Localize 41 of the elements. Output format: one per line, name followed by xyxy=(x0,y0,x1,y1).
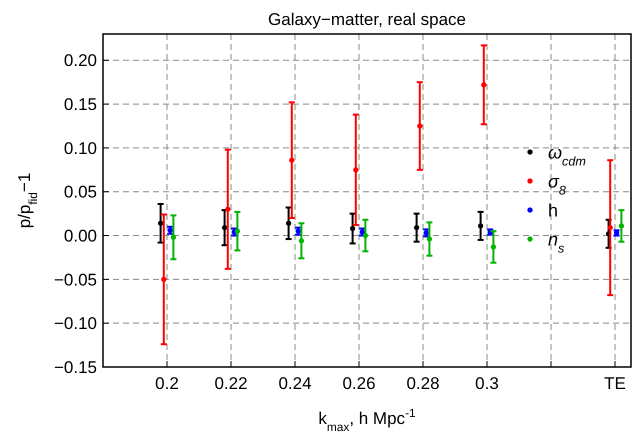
legend-label: σ$_{8}$ xyxy=(548,171,566,198)
point xyxy=(481,82,486,88)
legend-label: n$_{s}$ xyxy=(548,229,566,256)
point xyxy=(222,225,228,230)
x-tick-label: 0.3 xyxy=(475,374,499,393)
y-tick-label: −0.05 xyxy=(54,270,97,290)
point xyxy=(350,226,356,232)
legend-label: h xyxy=(548,200,558,220)
point xyxy=(414,225,420,230)
y-tick-label: −0.15 xyxy=(54,358,97,377)
point xyxy=(286,220,292,226)
x-tick-label: 0.2 xyxy=(155,374,179,393)
point xyxy=(417,123,422,129)
point xyxy=(362,232,368,238)
x-tick-label: 0.26 xyxy=(342,374,376,393)
x-tick-label: 0.28 xyxy=(406,374,440,393)
point xyxy=(225,206,230,212)
point xyxy=(170,234,176,240)
x-axis-title: k$_{max}$, h Mpc$^{-1}$ xyxy=(318,406,416,434)
x-tick-label: TE xyxy=(604,374,626,393)
y-tick-label: 0.15 xyxy=(64,95,97,114)
point xyxy=(490,244,496,250)
point xyxy=(353,167,358,172)
legend-label: ω$_{cdm}$ xyxy=(548,142,586,168)
chart-title: Galaxy−matter, real space xyxy=(268,10,466,29)
y-tick-label: 0.00 xyxy=(64,226,97,246)
point xyxy=(289,158,294,163)
point xyxy=(608,225,613,230)
point xyxy=(618,223,624,229)
point xyxy=(478,223,484,229)
point xyxy=(234,228,240,234)
point xyxy=(158,220,164,226)
y-tick-label: 0.05 xyxy=(64,182,97,202)
point xyxy=(298,238,304,244)
x-tick-label: 0.24 xyxy=(278,374,312,393)
y-tick-label: 0.20 xyxy=(64,51,97,70)
point xyxy=(426,236,432,242)
point xyxy=(161,276,166,282)
y-tick-label: −0.10 xyxy=(54,314,97,334)
x-tick-label: 0.22 xyxy=(214,374,248,393)
y-tick-label: 0.10 xyxy=(64,138,97,158)
